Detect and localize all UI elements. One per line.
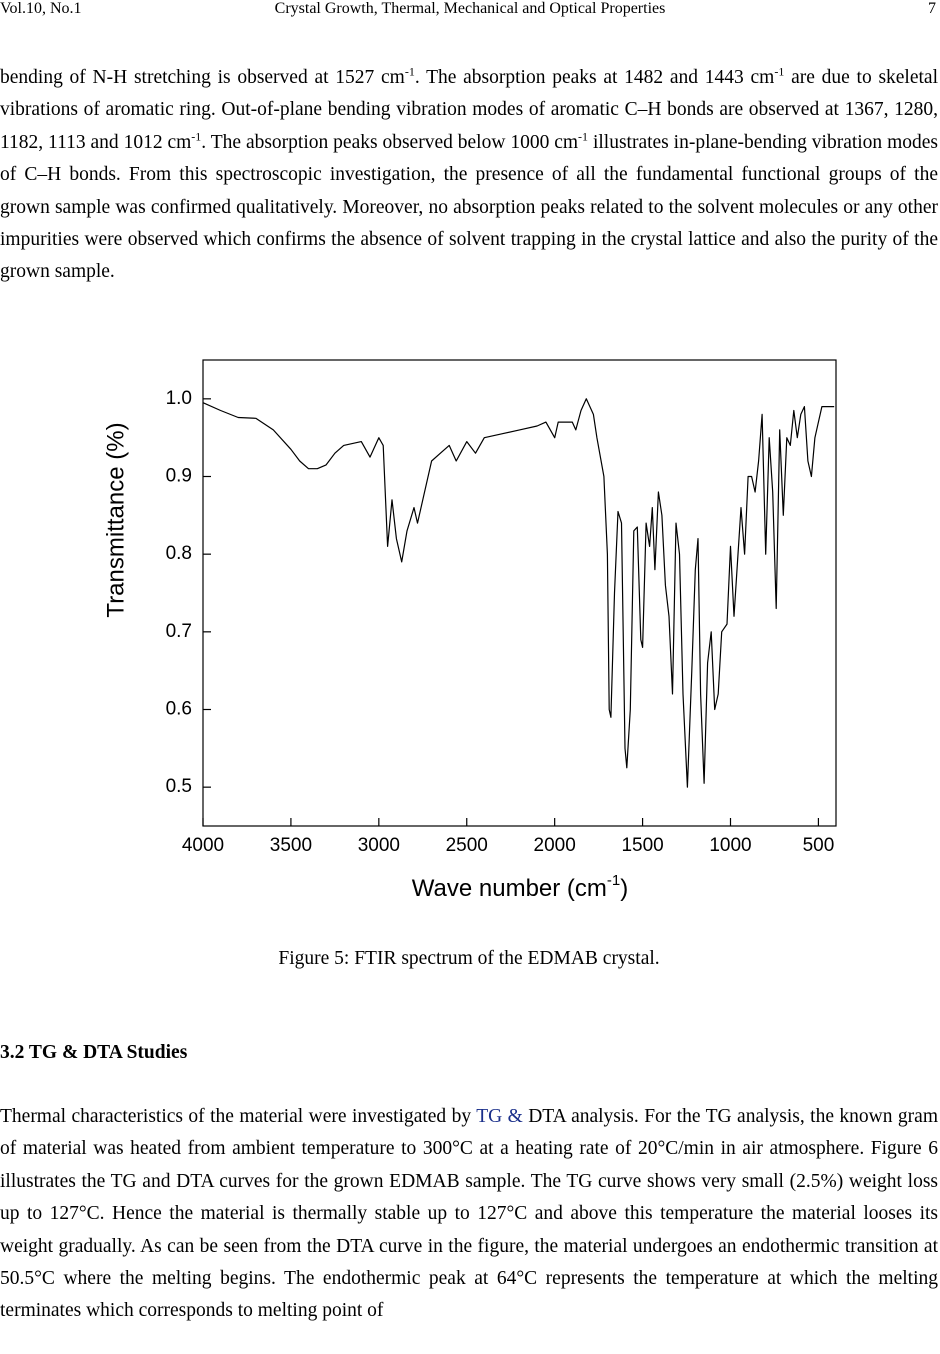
text-run: bending of N-H stretching is observed at… [0,67,405,88]
x-tick-label: 3000 [358,835,400,856]
x-tick-label: 500 [803,835,835,856]
paragraph: Thermal characteristics of the material … [0,1101,938,1328]
label-part: Wave number (cm [412,875,607,902]
header-title: Crystal Growth, Thermal, Mechanical and … [274,0,666,17]
superscript: -1 [404,64,415,79]
page-number: 7 [928,0,936,17]
superscript: -1 [191,129,202,144]
text-run: DTA analysis. For the TG analysis, the k… [0,1106,938,1322]
superscript: -1 [607,872,620,889]
y-tick-label: 0.8 [166,543,192,564]
header-left: Vol.10, No.1 [0,0,82,17]
figure-caption: Figure 5: FTIR spectrum of the EDMAB cry… [278,948,660,969]
text-run: are due to skeletal vibrations of aromat… [0,67,938,153]
superscript: -1 [578,129,589,144]
x-tick-label: 2500 [446,835,488,856]
y-axis-label: Transmittance (%) [102,422,129,617]
text-run: . The absorption peaks at 1482 and 1443 … [414,67,775,88]
superscript: -1 [774,64,785,79]
x-axis-label: Wave number (cm-1) [412,872,629,902]
text-run: illustrates in-plane-bending vibration m… [0,131,938,283]
spectrum-line [202,398,835,788]
plot-frame [202,359,837,827]
x-tick-label: 1000 [709,835,751,856]
x-tick-label: 2000 [534,835,576,856]
y-tick-label: 0.5 [166,776,192,797]
label-part: ) [620,875,628,902]
x-tick-label: 1500 [621,835,663,856]
y-tick-label: 0.7 [166,621,192,642]
paragraph: bending of N-H stretching is observed at… [0,62,938,289]
x-tick-label: 3500 [270,835,312,856]
section-heading: 3.2 TG & DTA Studies [0,1042,188,1063]
text-run: . The absorption peaks observed below 10… [201,131,579,153]
link-text[interactable]: TG & [476,1106,523,1127]
y-tick-label: 0.6 [166,699,192,720]
y-tick-label: 0.9 [166,466,192,487]
y-tick-label: 1.0 [166,388,192,409]
chart: Wave number (cm-1) Transmittance (%) 400… [102,359,837,902]
text-run: Thermal characteristics of the material … [0,1106,477,1127]
x-tick-label: 4000 [182,835,224,856]
